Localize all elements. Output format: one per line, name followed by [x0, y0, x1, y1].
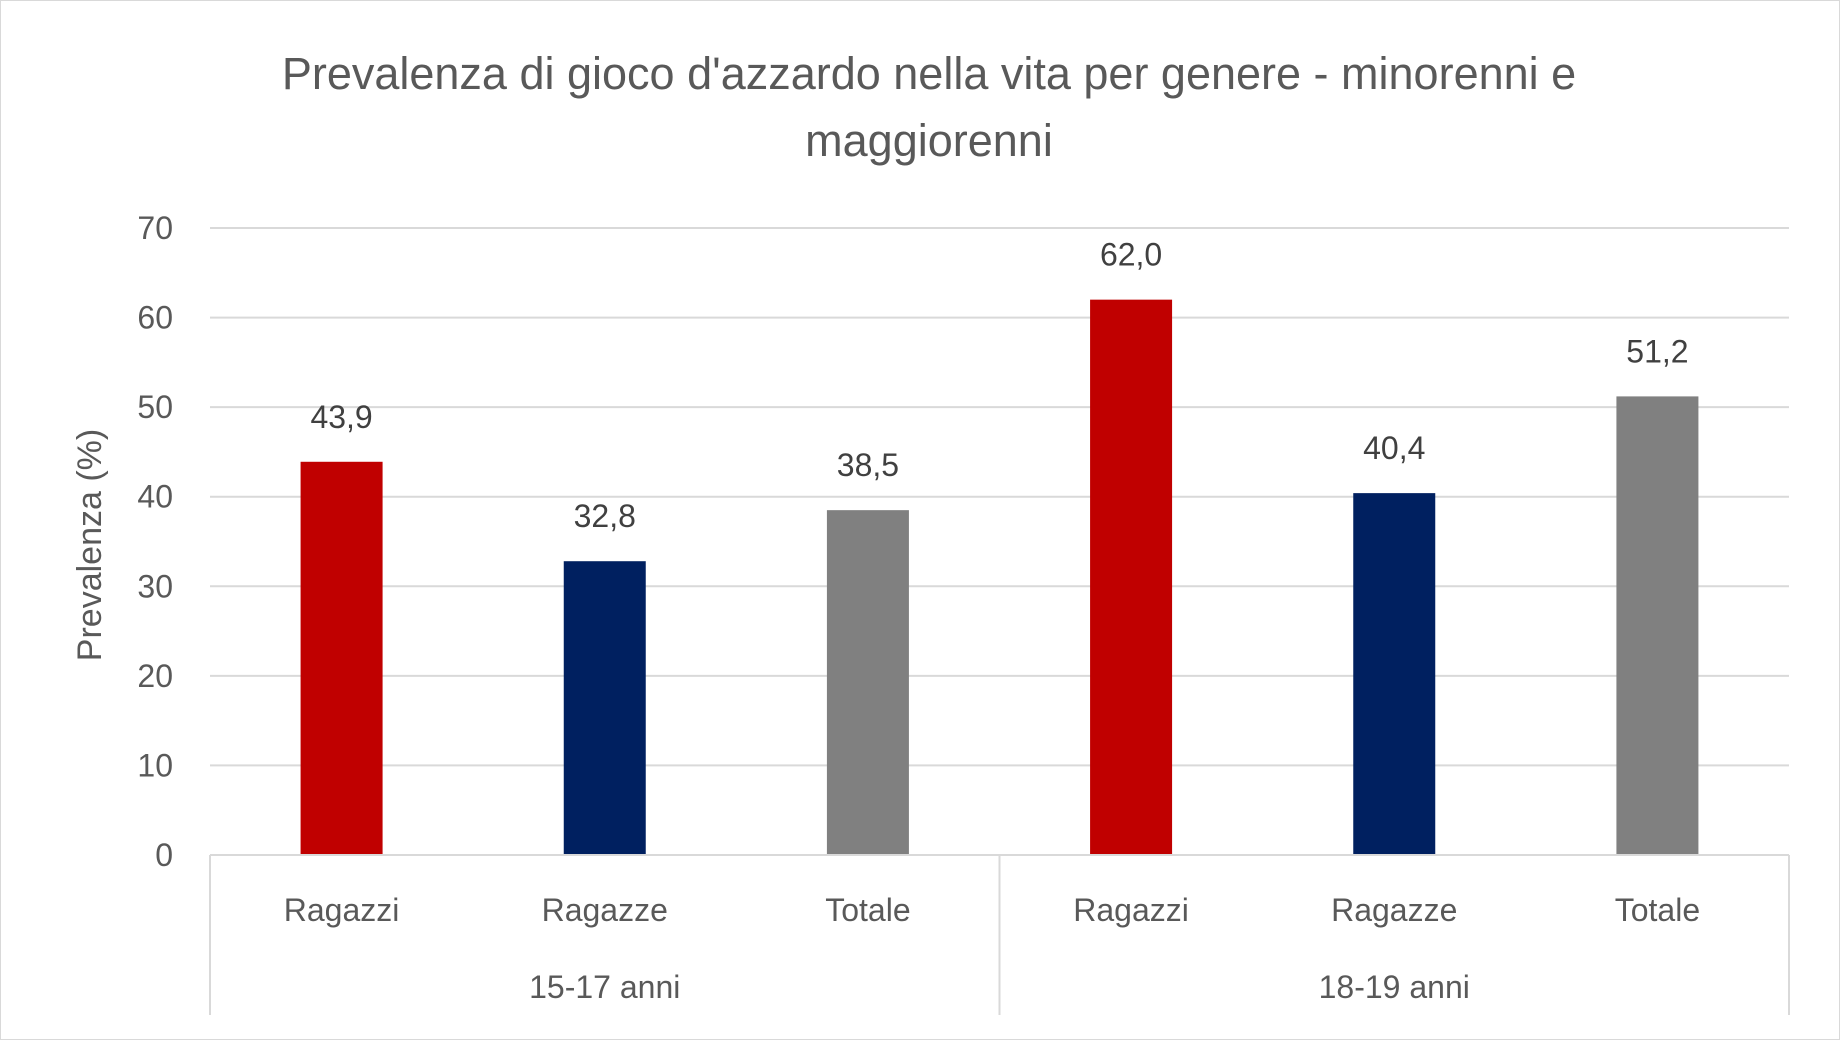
bar	[826, 510, 909, 855]
chart-title-line-2: maggiorenni	[805, 115, 1053, 166]
chart-title-line-1: Prevalenza di gioco d'azzardo nella vita…	[282, 48, 1576, 99]
category-label: Ragazzi	[1073, 892, 1189, 928]
y-axis-title: Prevalenza (%)	[71, 429, 109, 661]
bars	[300, 299, 1699, 856]
group-label: 15-17 anni	[529, 969, 680, 1005]
bar	[1353, 493, 1436, 855]
y-tick-label: 0	[155, 837, 173, 873]
x-axis: Ragazzi Ragazze Totale 15-17 anni Ragazzi Rag…	[209, 854, 1790, 1015]
data-label: 51,2	[1626, 333, 1688, 369]
category-label: Totale	[825, 892, 910, 928]
y-tick-label: 50	[137, 389, 173, 425]
group-label: 18-19 anni	[1319, 969, 1470, 1005]
category-label: Totale	[1615, 892, 1700, 928]
gridlines: 0 10 20 30 40 50 60 70	[137, 210, 1789, 873]
data-label: 38,5	[837, 447, 899, 483]
data-label: 32,8	[574, 498, 636, 534]
data-label: 40,4	[1363, 430, 1425, 466]
data-labels: 43,9 32,8 38,5 62,0 40,4 51,2	[310, 237, 1688, 535]
category-label: Ragazzi	[284, 892, 400, 928]
y-tick-label: 30	[137, 568, 173, 604]
y-tick-label: 20	[137, 658, 173, 694]
y-tick-label: 10	[137, 747, 173, 783]
y-tick-label: 70	[137, 210, 173, 246]
bar	[1090, 299, 1173, 856]
bar	[300, 461, 383, 855]
bar	[563, 561, 646, 855]
data-label: 43,9	[310, 399, 372, 435]
data-label: 62,0	[1100, 237, 1162, 273]
category-label: Ragazze	[542, 892, 668, 928]
category-label: Ragazze	[1331, 892, 1457, 928]
y-tick-label: 60	[137, 300, 173, 336]
y-tick-label: 40	[137, 479, 173, 515]
bar	[1616, 396, 1699, 855]
